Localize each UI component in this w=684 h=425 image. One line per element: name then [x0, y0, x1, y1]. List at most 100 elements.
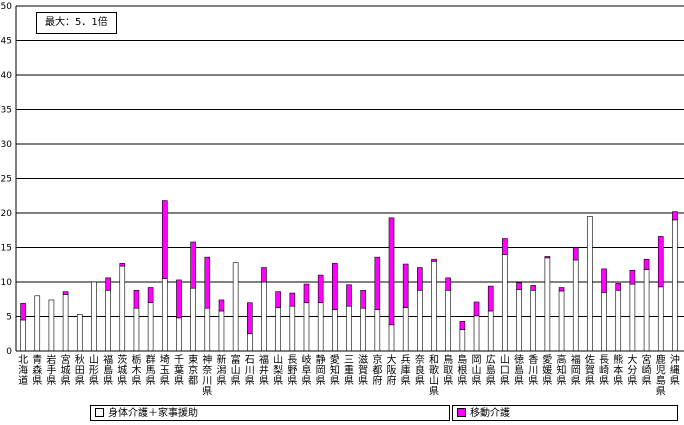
bar-base-21 [317, 302, 324, 352]
bar-move-35 [516, 282, 522, 290]
category-label-41: 長崎県 [599, 354, 609, 387]
bar-move-21 [317, 274, 324, 304]
bar-base-45 [657, 286, 664, 352]
bar-base-35 [516, 289, 522, 352]
bar-base-12 [190, 287, 196, 352]
bar-move-19 [289, 292, 296, 307]
category-label-32: 岡山県 [472, 354, 482, 387]
bar-move-37 [544, 256, 551, 259]
y-tick-label-1: 5 [6, 313, 12, 323]
category-label-12: 東京都 [188, 353, 198, 387]
category-label-23: 三重県 [344, 355, 354, 387]
category-label-17: 福井県 [259, 353, 269, 387]
category-label-45: 鹿児島県 [656, 353, 666, 398]
bar-base-34 [502, 254, 508, 352]
y-tick-label-0: 0 [6, 347, 12, 357]
bar-base-11 [176, 317, 182, 352]
legend-item-series-0: 身体介護＋家事援助 [90, 405, 450, 421]
bar-move-16 [247, 302, 253, 335]
bar-base-41 [601, 292, 607, 352]
bar-base-20 [303, 302, 310, 352]
bar-base-13 [204, 307, 211, 352]
bar-base-9 [147, 302, 154, 352]
bar-base-2 [48, 299, 55, 352]
y-tick-label-2: 10 [1, 278, 13, 288]
max-ratio-note: 最大：5．1倍 [36, 12, 117, 34]
bar-base-33 [487, 310, 494, 352]
category-label-15: 富山県 [231, 353, 241, 387]
bar-base-6 [105, 289, 111, 352]
bar-move-45 [657, 236, 664, 288]
category-label-39: 福岡県 [571, 353, 581, 387]
bar-move-31 [459, 321, 466, 330]
category-label-37: 愛媛県 [542, 353, 552, 387]
category-label-28: 奈良県 [415, 353, 425, 387]
category-label-0: 北海道 [18, 354, 28, 387]
category-label-1: 青森県 [32, 353, 42, 387]
category-label-21: 静岡県 [316, 353, 326, 387]
bar-base-23 [346, 305, 352, 352]
bar-move-34 [502, 238, 508, 255]
bar-base-16 [247, 333, 253, 352]
gridlines [16, 5, 684, 317]
y-tick-label-6: 30 [1, 140, 13, 150]
bar-move-32 [473, 301, 480, 317]
bar-base-36 [530, 289, 537, 352]
bar-base-0 [20, 319, 26, 352]
y-tick-label-9: 45 [1, 37, 12, 47]
category-label-4: 秋田県 [75, 353, 85, 387]
bar-move-27 [402, 263, 409, 308]
legend-label-series-1: 移動介護 [470, 408, 510, 419]
bar-base-27 [402, 307, 409, 352]
bar-base-15 [232, 262, 239, 352]
bar-move-7 [119, 263, 126, 267]
bar-move-29 [431, 258, 437, 262]
category-label-6: 福島県 [103, 353, 113, 387]
category-label-16: 石川県 [245, 355, 255, 387]
bar-move-3 [62, 291, 69, 295]
bar-move-12 [190, 241, 196, 289]
y-tick-label-3: 15 [1, 244, 12, 254]
bar-base-28 [417, 289, 423, 352]
category-label-7: 茨城県 [117, 353, 127, 387]
category-label-43: 大分県 [627, 353, 637, 387]
bar-base-29 [431, 260, 437, 352]
y-tick-label-4: 20 [1, 209, 13, 219]
bar-move-11 [176, 279, 182, 319]
category-label-9: 群馬県 [146, 353, 156, 387]
bar-move-23 [346, 284, 352, 307]
category-label-5: 山形県 [89, 354, 99, 387]
category-label-33: 広島県 [486, 353, 496, 387]
bar-move-9 [147, 287, 154, 303]
bar-base-25 [374, 309, 381, 352]
bar-base-44 [643, 269, 650, 352]
bar-base-10 [161, 278, 168, 352]
category-label-8: 栃木県 [131, 353, 141, 387]
bar-base-26 [388, 324, 395, 352]
category-label-46: 沖縄県 [670, 353, 680, 387]
category-label-22: 愛知県 [330, 353, 340, 387]
legend-item-series-1: 移動介護 [452, 405, 678, 421]
bar-move-38 [558, 287, 565, 292]
category-label-20: 岐阜県 [301, 353, 311, 387]
category-label-38: 高知県 [557, 353, 567, 387]
bar-move-17 [261, 267, 267, 283]
bar-move-36 [530, 285, 537, 291]
bar-move-24 [360, 289, 366, 309]
bar-base-37 [544, 257, 551, 352]
bar-base-22 [332, 309, 338, 352]
category-label-13: 神奈川県 [202, 353, 212, 398]
y-tick-label-8: 40 [1, 71, 13, 81]
category-label-26: 大阪府 [387, 353, 397, 387]
bar-move-6 [105, 277, 111, 291]
bar-move-20 [303, 283, 310, 304]
bar-move-42 [615, 283, 622, 291]
bar-move-25 [374, 256, 381, 310]
bars [20, 200, 678, 352]
bar-move-41 [601, 268, 607, 293]
bar-base-31 [459, 329, 466, 352]
bar-base-43 [629, 283, 636, 352]
category-label-44: 宮崎県 [642, 353, 652, 387]
bar-move-8 [133, 289, 140, 309]
